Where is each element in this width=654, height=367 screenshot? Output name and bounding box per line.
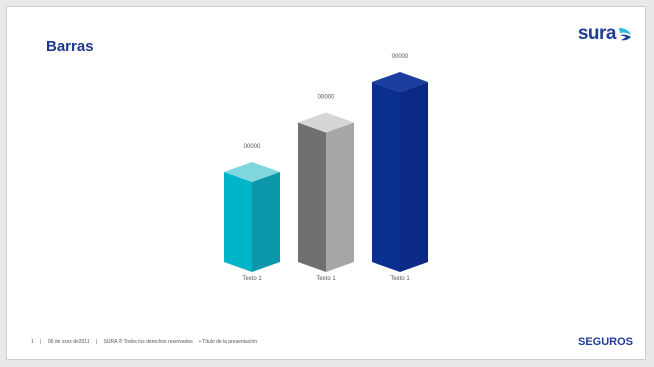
logo-text: sura: [577, 23, 617, 44]
bar: [298, 112, 354, 272]
seguros-brand: SEGUROS: [577, 336, 633, 348]
bar-face-right: [252, 172, 280, 272]
data-label: 00000: [244, 144, 261, 150]
sura-logo: sura: [578, 23, 633, 45]
footer-date: 00 de xxxx de2011: [47, 339, 90, 345]
slide-title: Barras: [46, 38, 94, 55]
footer-presentation-title: • Título de la presentación: [199, 339, 257, 345]
bar: [224, 162, 280, 272]
category-label: Texto 1: [316, 276, 336, 282]
bar-face-top: [298, 112, 354, 133]
bar-face-left: [224, 172, 252, 272]
page-number: 1: [31, 339, 34, 345]
footer: 1 | 00 de xxxx de2011 | SURA ® Todos los…: [31, 339, 262, 345]
swoosh-icon: [619, 28, 631, 41]
category-label: Texto 1: [390, 276, 410, 282]
bar: [372, 72, 428, 272]
bar-face-top: [372, 72, 428, 92]
footer-rights: SURA ® Todos los derechos reservados: [103, 339, 193, 345]
data-label: 00000: [392, 54, 409, 60]
data-label: 00000: [318, 95, 335, 101]
bar-face-right: [400, 82, 428, 272]
slide: Barras sura 00000 Texto 1 00000 Texto 1 0000…: [6, 6, 646, 360]
footer-separator: |: [95, 339, 98, 345]
bar-face-top: [224, 162, 280, 182]
bar-face-left: [298, 122, 326, 272]
footer-separator: |: [40, 339, 42, 345]
bar-face-right: [326, 122, 354, 272]
category-label: Texto 1: [242, 276, 262, 282]
bars-group: 00000 Texto 1 00000 Texto 1 00000 Texto 1: [224, 54, 428, 282]
bar-face-left: [372, 82, 400, 272]
bar-chart: 00000 Texto 1 00000 Texto 1 00000 Texto 1: [224, 54, 428, 282]
